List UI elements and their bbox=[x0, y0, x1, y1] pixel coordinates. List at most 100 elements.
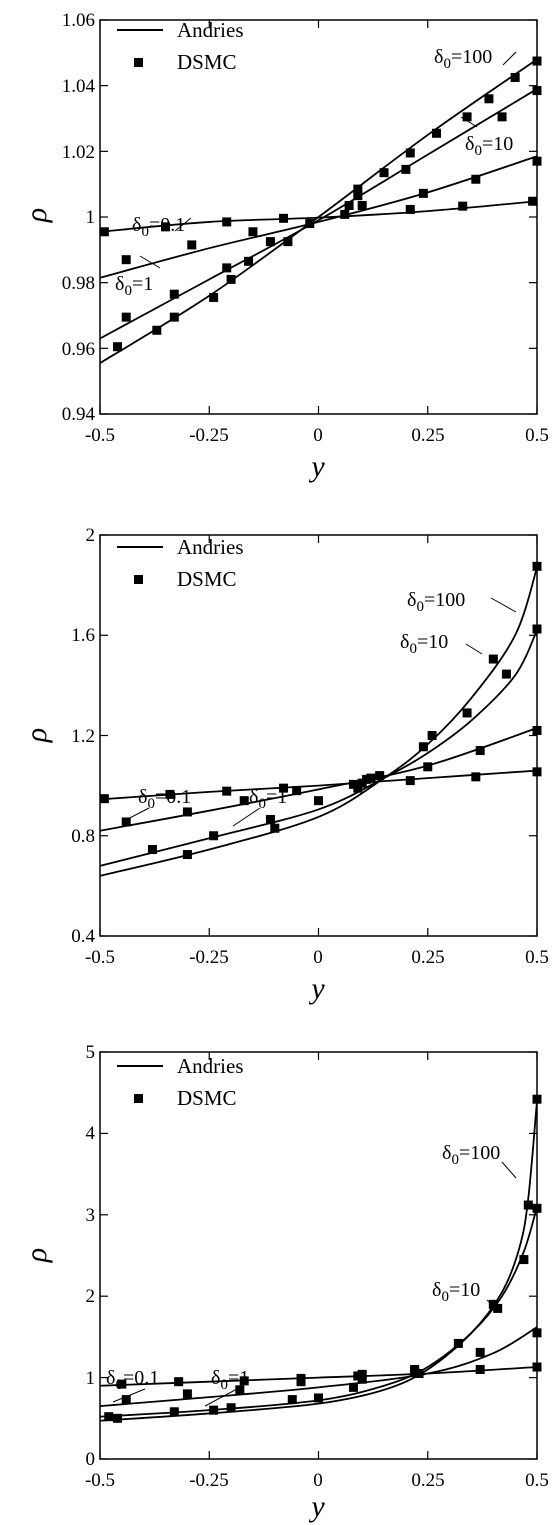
y-tick-label: 1.2 bbox=[71, 726, 95, 747]
dsmc-point bbox=[497, 112, 507, 122]
dsmc-point bbox=[182, 850, 192, 860]
x-tick-label: 0.5 bbox=[525, 425, 549, 446]
dsmc-point bbox=[265, 237, 275, 247]
y-tick-label: 1.02 bbox=[62, 142, 95, 163]
dsmc-point bbox=[484, 94, 494, 104]
dsmc-point bbox=[405, 148, 415, 158]
panel-1: -0.5 -0.25 0 0.25 0.5 0.94 0.96 0.98 1 1… bbox=[20, 10, 549, 483]
annotation-delta-10: δ0=10 bbox=[432, 1279, 501, 1313]
andries-line-series-3 bbox=[99, 629, 538, 867]
dsmc-point bbox=[366, 773, 376, 783]
dsmc-point bbox=[375, 771, 385, 781]
dsmc-point bbox=[279, 213, 289, 223]
dsmc-point bbox=[169, 289, 179, 299]
dsmc-point bbox=[209, 292, 219, 302]
dsmc-point bbox=[431, 128, 441, 138]
x-tick-label: -0.25 bbox=[189, 947, 229, 968]
dsmc-point bbox=[488, 654, 498, 664]
legend-marker-label: DSMC bbox=[177, 50, 237, 74]
dsmc-point bbox=[292, 786, 302, 796]
dsmc-point bbox=[104, 1412, 114, 1422]
dsmc-point bbox=[270, 823, 280, 833]
x-tick-label: 0.25 bbox=[411, 1470, 444, 1491]
dsmc-point bbox=[165, 789, 175, 799]
svg-text:δ0=100: δ0=100 bbox=[434, 46, 492, 72]
svg-text:δ0=1: δ0=1 bbox=[249, 786, 287, 812]
x-tick-label: 0.25 bbox=[411, 947, 444, 968]
y-tick-label: 0.94 bbox=[62, 404, 96, 425]
andries-line-series-2 bbox=[99, 155, 538, 279]
andries-line-series-1 bbox=[99, 1366, 538, 1387]
y-axis-label: ρ bbox=[20, 208, 53, 223]
dsmc-point bbox=[283, 237, 293, 247]
dsmc-point bbox=[532, 767, 542, 777]
andries-line-series-3 bbox=[99, 1206, 538, 1418]
dsmc-point bbox=[239, 1376, 249, 1386]
dsmc-point bbox=[532, 1328, 542, 1338]
y-tick-label: 0.4 bbox=[71, 926, 95, 947]
svg-text:δ0=0.1: δ0=0.1 bbox=[106, 1367, 159, 1393]
dsmc-point bbox=[314, 1393, 323, 1403]
dsmc-point bbox=[353, 191, 363, 201]
dsmc-point bbox=[182, 807, 192, 817]
dsmc-point bbox=[510, 72, 520, 82]
dsmc-point bbox=[169, 1407, 179, 1417]
dsmc-point bbox=[121, 817, 131, 827]
dsmc-point bbox=[248, 227, 258, 237]
x-tick-label: 0 bbox=[313, 425, 323, 446]
svg-text:δ0=10: δ0=10 bbox=[400, 631, 448, 657]
dsmc-point bbox=[423, 762, 433, 772]
dsmc-point bbox=[532, 156, 542, 166]
y-tick-label: 2 bbox=[86, 525, 96, 546]
dsmc-point bbox=[174, 1377, 184, 1387]
dsmc-point bbox=[244, 256, 254, 266]
annotation-delta-1: δ0=1 bbox=[204, 1367, 249, 1407]
x-tick-label: -0.5 bbox=[85, 1470, 115, 1491]
dsmc-point bbox=[462, 708, 472, 718]
y-tick-label: 4 bbox=[86, 1123, 96, 1144]
annotation-delta-100: δ0=100 bbox=[442, 1142, 517, 1179]
dsmc-point bbox=[523, 1200, 533, 1210]
andries-line-series-2 bbox=[99, 727, 538, 832]
dsmc-point bbox=[226, 274, 236, 284]
x-tick-label: 0.25 bbox=[411, 425, 444, 446]
andries-line-series-3 bbox=[99, 88, 538, 340]
legend-marker-sample bbox=[134, 1094, 143, 1103]
dsmc-point bbox=[161, 222, 171, 232]
dsmc-point bbox=[287, 1395, 297, 1405]
x-tick-label: 0.5 bbox=[525, 1470, 549, 1491]
dsmc-point bbox=[488, 1299, 498, 1309]
legend-line-label: Andries bbox=[177, 1054, 244, 1078]
y-axis-label: ρ bbox=[20, 1248, 53, 1263]
dsmc-point bbox=[532, 725, 542, 735]
svg-text:δ0=10: δ0=10 bbox=[432, 1279, 480, 1305]
y-tick-label: 3 bbox=[86, 1205, 96, 1226]
x-tick-label: -0.5 bbox=[85, 425, 115, 446]
legend-marker-sample bbox=[134, 58, 143, 67]
dsmc-point bbox=[222, 217, 232, 227]
dsmc-point bbox=[532, 1362, 542, 1372]
dsmc-point bbox=[265, 814, 275, 824]
legend-line-label: Andries bbox=[177, 535, 244, 559]
dsmc-point bbox=[427, 731, 437, 740]
dsmc-point bbox=[187, 240, 197, 250]
legend-marker-sample bbox=[134, 575, 143, 584]
dsmc-point bbox=[532, 561, 542, 571]
annotation-delta-0.1: δ0=0.1 bbox=[121, 786, 191, 823]
dsmc-point bbox=[357, 1374, 367, 1384]
svg-text:δ0=0.1: δ0=0.1 bbox=[138, 786, 191, 812]
annotation-delta-0.1: δ0=0.1 bbox=[106, 1367, 159, 1403]
dsmc-point bbox=[296, 1377, 306, 1387]
svg-text:δ0=1: δ0=1 bbox=[211, 1367, 249, 1393]
dsmc-point bbox=[112, 342, 122, 352]
dsmc-point bbox=[226, 1403, 236, 1413]
dsmc-point bbox=[112, 1413, 122, 1423]
dsmc-point bbox=[239, 796, 249, 806]
y-tick-label: 2 bbox=[86, 1286, 96, 1307]
andries-line-series-4 bbox=[99, 567, 538, 877]
svg-text:δ0=10: δ0=10 bbox=[465, 133, 513, 159]
y-tick-label: 0 bbox=[86, 1449, 96, 1470]
plot-frame bbox=[99, 534, 538, 937]
dsmc-point bbox=[279, 783, 289, 793]
dsmc-point bbox=[471, 174, 481, 184]
